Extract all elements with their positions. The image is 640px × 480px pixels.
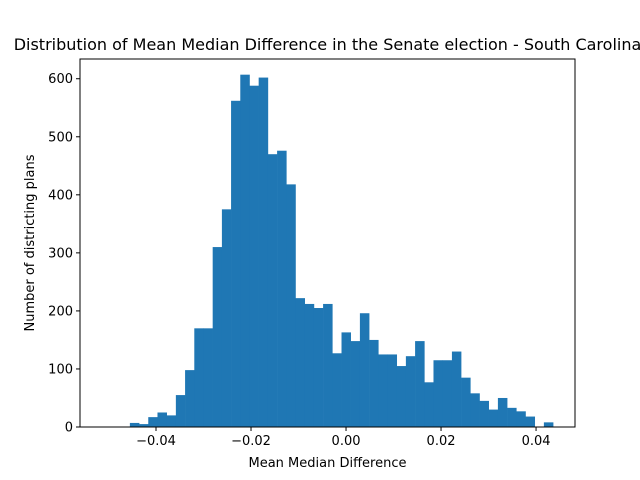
bar — [359, 313, 370, 427]
bar — [185, 370, 195, 427]
bar — [433, 360, 443, 427]
bar — [543, 422, 554, 427]
bar — [286, 184, 296, 427]
y-tick-label: 600 — [48, 72, 73, 87]
bar — [442, 360, 453, 427]
x-tick-label: 0.02 — [427, 434, 456, 449]
y-tick-label: 500 — [48, 130, 73, 145]
bar — [166, 415, 177, 427]
bar — [451, 351, 462, 427]
bar — [415, 341, 425, 427]
bar — [479, 400, 489, 427]
x-tick-label: 0.00 — [332, 434, 361, 449]
bar — [396, 366, 407, 427]
bar — [194, 328, 204, 427]
y-tick-label: 100 — [48, 362, 73, 377]
bar — [148, 417, 158, 427]
y-tick-label: 300 — [48, 246, 73, 261]
bar — [249, 85, 259, 427]
bar — [295, 298, 305, 427]
bar — [387, 354, 398, 427]
plot-frame — [79, 58, 576, 428]
x-axis-label: Mean Median Difference — [249, 456, 407, 471]
bar — [313, 308, 324, 427]
bar — [405, 356, 416, 427]
bar — [304, 303, 315, 427]
bar — [240, 74, 250, 427]
x-tick-label: 0.04 — [522, 434, 551, 449]
bar — [139, 424, 149, 427]
y-tick-label: 0 — [65, 421, 73, 436]
y-tick-label: 200 — [48, 304, 73, 319]
chart-title: Distribution of Mean Median Difference i… — [14, 35, 640, 54]
bar — [516, 411, 526, 427]
bar — [203, 328, 213, 427]
bar — [258, 77, 269, 428]
bar — [378, 354, 388, 427]
bar — [129, 422, 140, 427]
bar — [507, 407, 517, 427]
bar — [323, 303, 333, 427]
bar — [277, 150, 287, 427]
bar — [525, 416, 536, 427]
bar — [221, 209, 232, 427]
bar — [461, 377, 471, 427]
bar — [488, 409, 499, 427]
bar — [212, 247, 223, 427]
bar — [470, 393, 480, 427]
y-axis-label: Number of districting plans — [23, 154, 38, 331]
bar — [350, 341, 361, 427]
bar — [341, 332, 351, 427]
x-tick-label: −0.04 — [136, 434, 176, 449]
bar — [175, 395, 186, 427]
bar — [332, 353, 342, 427]
bar — [424, 382, 434, 427]
x-tick-label: −0.02 — [231, 434, 271, 449]
bar — [157, 412, 167, 427]
bar — [497, 397, 508, 427]
bar — [231, 100, 241, 427]
y-tick-label: 400 — [48, 188, 73, 203]
bar — [369, 339, 379, 427]
bar — [267, 154, 278, 427]
